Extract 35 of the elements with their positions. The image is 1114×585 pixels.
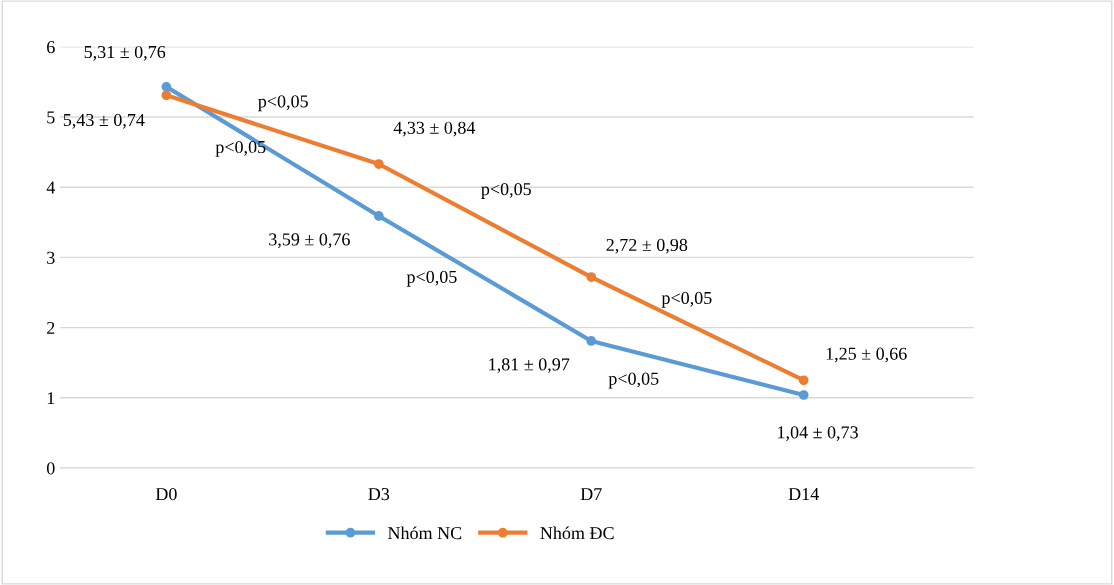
annotation: 4,33 ± 0,84 — [393, 121, 476, 137]
point — [798, 375, 809, 386]
y-tick-label: 6 — [47, 41, 55, 54]
point — [161, 90, 172, 101]
annotation: 3,59 ± 0,76 — [269, 233, 350, 249]
annotation: 1,25 ± 0,66 — [826, 347, 907, 363]
y-tick-label: 0 — [46, 462, 55, 475]
legend-label: Nhóm NC — [387, 526, 462, 540]
x-tick-label: D14 — [788, 488, 819, 501]
x-tick-label: D7 — [580, 488, 602, 501]
y-tick-label: 1 — [47, 392, 55, 405]
y-tick-label: 2 — [47, 321, 55, 334]
y-tick-label: 3 — [47, 251, 55, 264]
legend-label: Nhóm ĐC — [540, 526, 614, 540]
point — [161, 81, 172, 92]
y-tick-label: 5 — [47, 111, 55, 124]
point — [373, 159, 384, 169]
annotation: p<0,05 — [215, 140, 266, 157]
annotation: p<0,05 — [406, 270, 457, 287]
point — [798, 390, 809, 400]
annotation: 5,43 ± 0,74 — [63, 113, 145, 129]
x-tick-label: D0 — [155, 487, 177, 501]
annotation: p<0,05 — [258, 95, 308, 112]
annotation: p<0,05 — [661, 291, 712, 308]
annotation: p<0,05 — [481, 183, 531, 199]
x-tick-label: D3 — [368, 488, 390, 501]
annotation: 1,81 ± 0,97 — [489, 358, 570, 374]
point — [373, 211, 384, 221]
annotation: 5,31 ± 0,76 — [84, 45, 166, 61]
annotation: 1,04 ± 0,73 — [778, 426, 858, 441]
point — [586, 272, 597, 282]
annotation: 2,72 ± 0,98 — [606, 238, 688, 254]
annotation: p<0,05 — [608, 372, 659, 389]
point — [586, 336, 597, 346]
y-tick-label: 4 — [46, 181, 56, 194]
